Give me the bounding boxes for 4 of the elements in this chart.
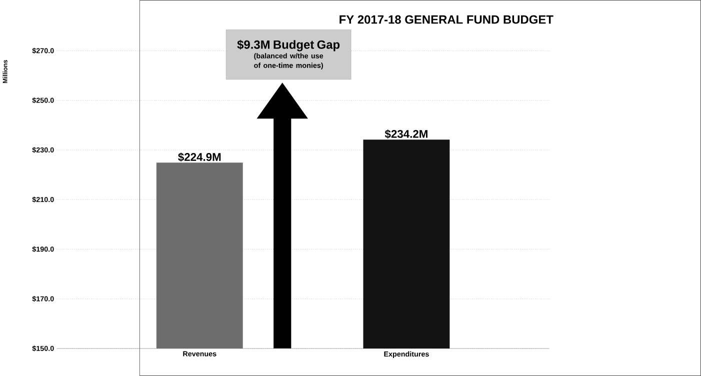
chart-title: FY 2017-18 GENERAL FUND BUDGET xyxy=(340,15,554,24)
annotation: $9.3M Budget Gap xyxy=(237,40,340,52)
data-label: $224.9M xyxy=(178,152,221,162)
data-label: $234.2M xyxy=(384,129,428,139)
